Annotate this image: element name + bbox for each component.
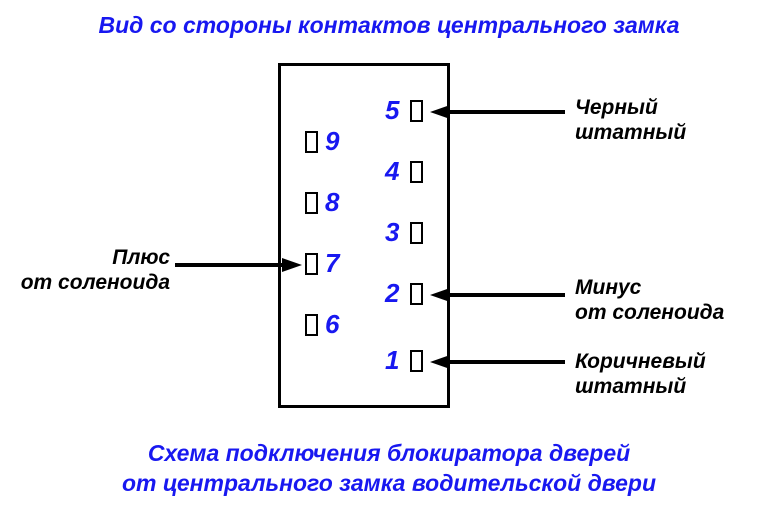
diagram-title-bottom: Схема подключения блокиратора дверей от … (0, 439, 778, 499)
title-bottom-line2: от центрального замка водительской двери (122, 470, 656, 496)
title-bottom-line1: Схема подключения блокиратора дверей (148, 440, 630, 466)
